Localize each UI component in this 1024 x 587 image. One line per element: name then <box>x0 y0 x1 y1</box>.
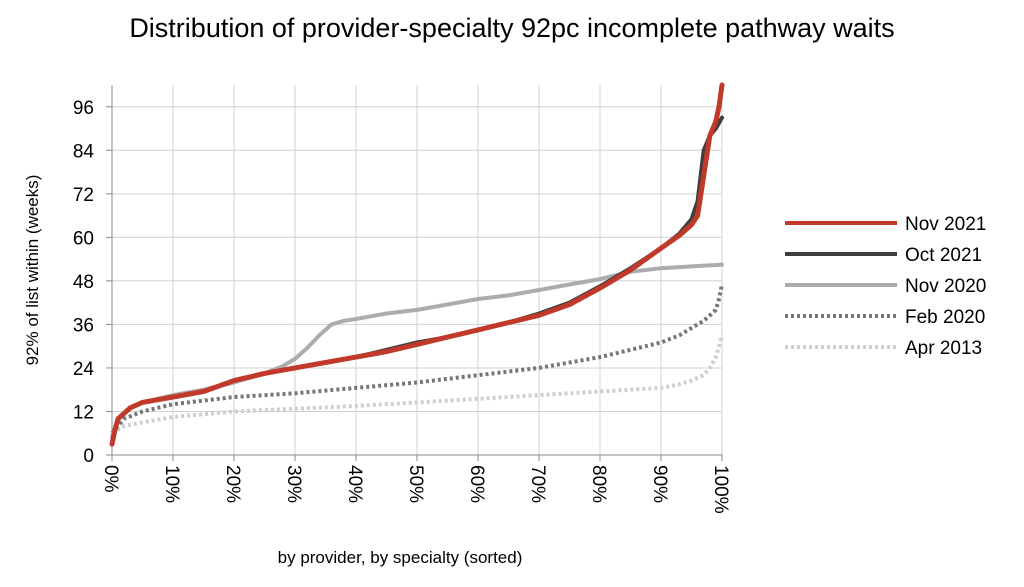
y-tick-label: 48 <box>73 272 94 293</box>
legend-label: Nov 2021 <box>905 214 986 235</box>
x-tick-label: 90% <box>649 465 670 503</box>
chart-title: Distribution of provider-specialty 92pc … <box>129 13 894 43</box>
x-axis-label: by provider, by specialty (sorted) <box>278 548 523 567</box>
x-tick-label: 60% <box>466 465 487 503</box>
x-tick-label: 20% <box>222 465 243 503</box>
series-line-apr-2013 <box>110 334 724 435</box>
x-tick-label: 0% <box>100 465 121 493</box>
x-tick-label: 10% <box>161 465 182 503</box>
y-tick-label: 96 <box>73 98 94 119</box>
legend-label: Oct 2021 <box>905 245 982 266</box>
series-line-nov-2021 <box>109 82 725 447</box>
legend-label: Feb 2020 <box>905 307 985 328</box>
x-axis-ticks: 0% 10% 20% 30% 40% 50% 60% 70% 80% 90% 100% <box>100 455 731 514</box>
y-axis-label: 92% of list within (weeks) <box>23 175 42 366</box>
series-lines <box>109 82 725 447</box>
grid <box>112 85 723 455</box>
x-tick-label: 50% <box>405 465 426 503</box>
legend: Nov 2021 Oct 2021 Nov 2020 Feb 2020 Apr 2013 <box>785 214 986 359</box>
series-line-feb-2020 <box>110 284 724 435</box>
y-tick-label: 72 <box>73 185 94 206</box>
y-axis-ticks: 0 12 24 36 48 60 72 84 96 <box>73 98 112 467</box>
x-tick-label: 40% <box>344 465 365 503</box>
x-tick-label: 30% <box>283 465 304 503</box>
y-tick-label: 0 <box>83 446 94 467</box>
legend-label: Nov 2020 <box>905 276 986 297</box>
x-tick-label: 80% <box>588 465 609 503</box>
legend-label: Apr 2013 <box>905 338 982 359</box>
x-tick-label: 100% <box>710 465 731 514</box>
axes <box>111 85 722 456</box>
y-tick-label: 60 <box>73 228 94 249</box>
y-tick-label: 24 <box>73 359 95 380</box>
x-tick-label: 70% <box>527 465 548 503</box>
y-tick-label: 12 <box>73 402 94 423</box>
y-tick-label: 36 <box>73 315 94 336</box>
y-tick-label: 84 <box>73 141 95 162</box>
